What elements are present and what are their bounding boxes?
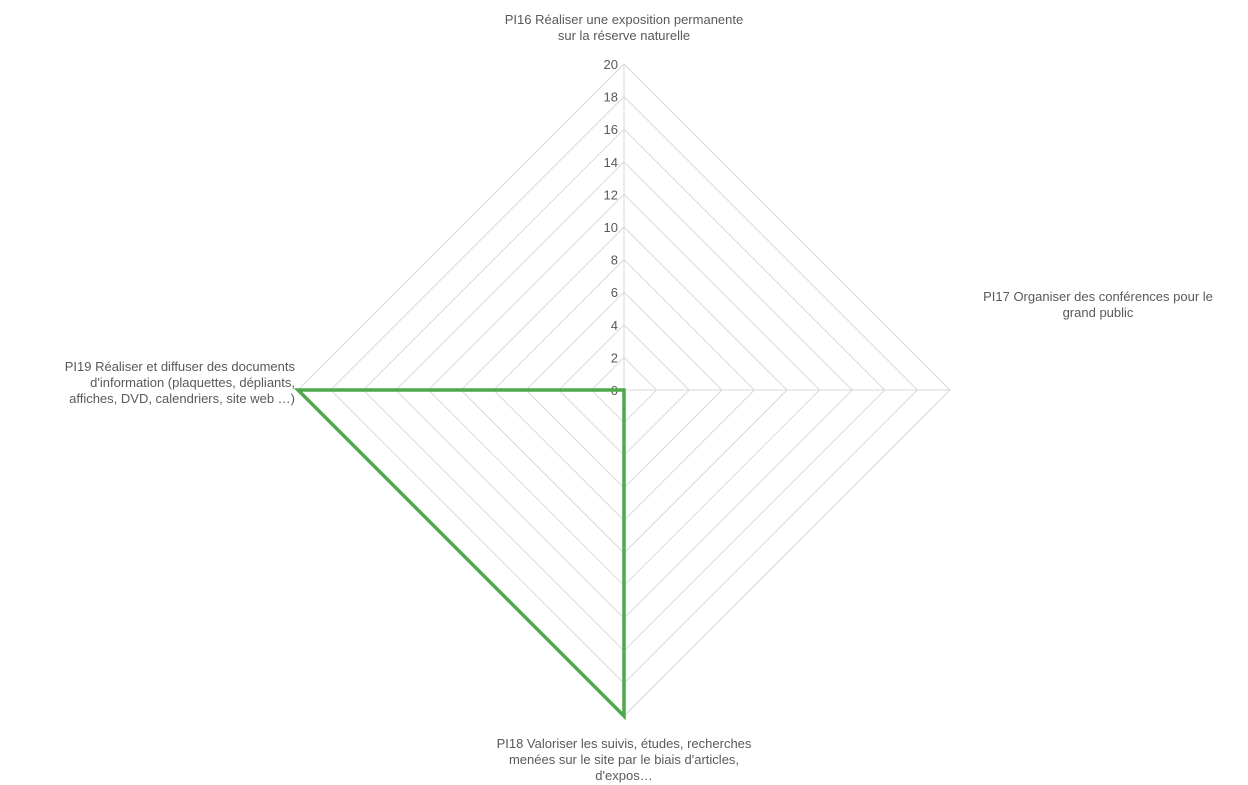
tick-label: 12 xyxy=(604,187,618,202)
category-label-line: PI19 Réaliser et diffuser des documents xyxy=(64,359,295,374)
category-label-pi19: PI19 Réaliser et diffuser des documents … xyxy=(0,359,295,407)
category-label-line: affiches, DVD, calendriers, site web …) xyxy=(69,391,295,406)
category-label-line: d'information (plaquettes, dépliants, xyxy=(90,375,295,390)
series-line xyxy=(293,388,626,721)
category-label-line: PI16 Réaliser une exposition permanente xyxy=(504,12,744,27)
category-label-line: sur la réserve naturelle xyxy=(557,28,691,43)
tick-label: 8 xyxy=(611,253,618,268)
category-label-line: PI17 Organiser des conférences pour le xyxy=(983,289,1213,304)
tick-label: 6 xyxy=(611,285,618,300)
radar-series xyxy=(293,388,626,721)
tick-label: 14 xyxy=(604,155,618,170)
category-label-line: d'expos… xyxy=(595,768,653,783)
tick-label: 10 xyxy=(604,220,618,235)
category-label-line: PI18 Valoriser les suivis, études, reche… xyxy=(496,736,752,751)
tick-label: 18 xyxy=(604,90,618,105)
category-label-line: menées sur le site par le biais d'articl… xyxy=(508,752,740,767)
tick-label: 20 xyxy=(604,57,618,72)
category-label-pi16: PI16 Réaliser une exposition permanente … xyxy=(424,12,824,44)
tick-label: 4 xyxy=(611,318,618,333)
tick-label: 16 xyxy=(604,122,618,137)
category-label-pi17: PI17 Organiser des conférences pour le g… xyxy=(948,289,1248,321)
category-label-pi18: PI18 Valoriser les suivis, études, reche… xyxy=(424,736,824,784)
category-label-line: grand public xyxy=(1062,305,1134,320)
tick-label: 2 xyxy=(611,350,618,365)
